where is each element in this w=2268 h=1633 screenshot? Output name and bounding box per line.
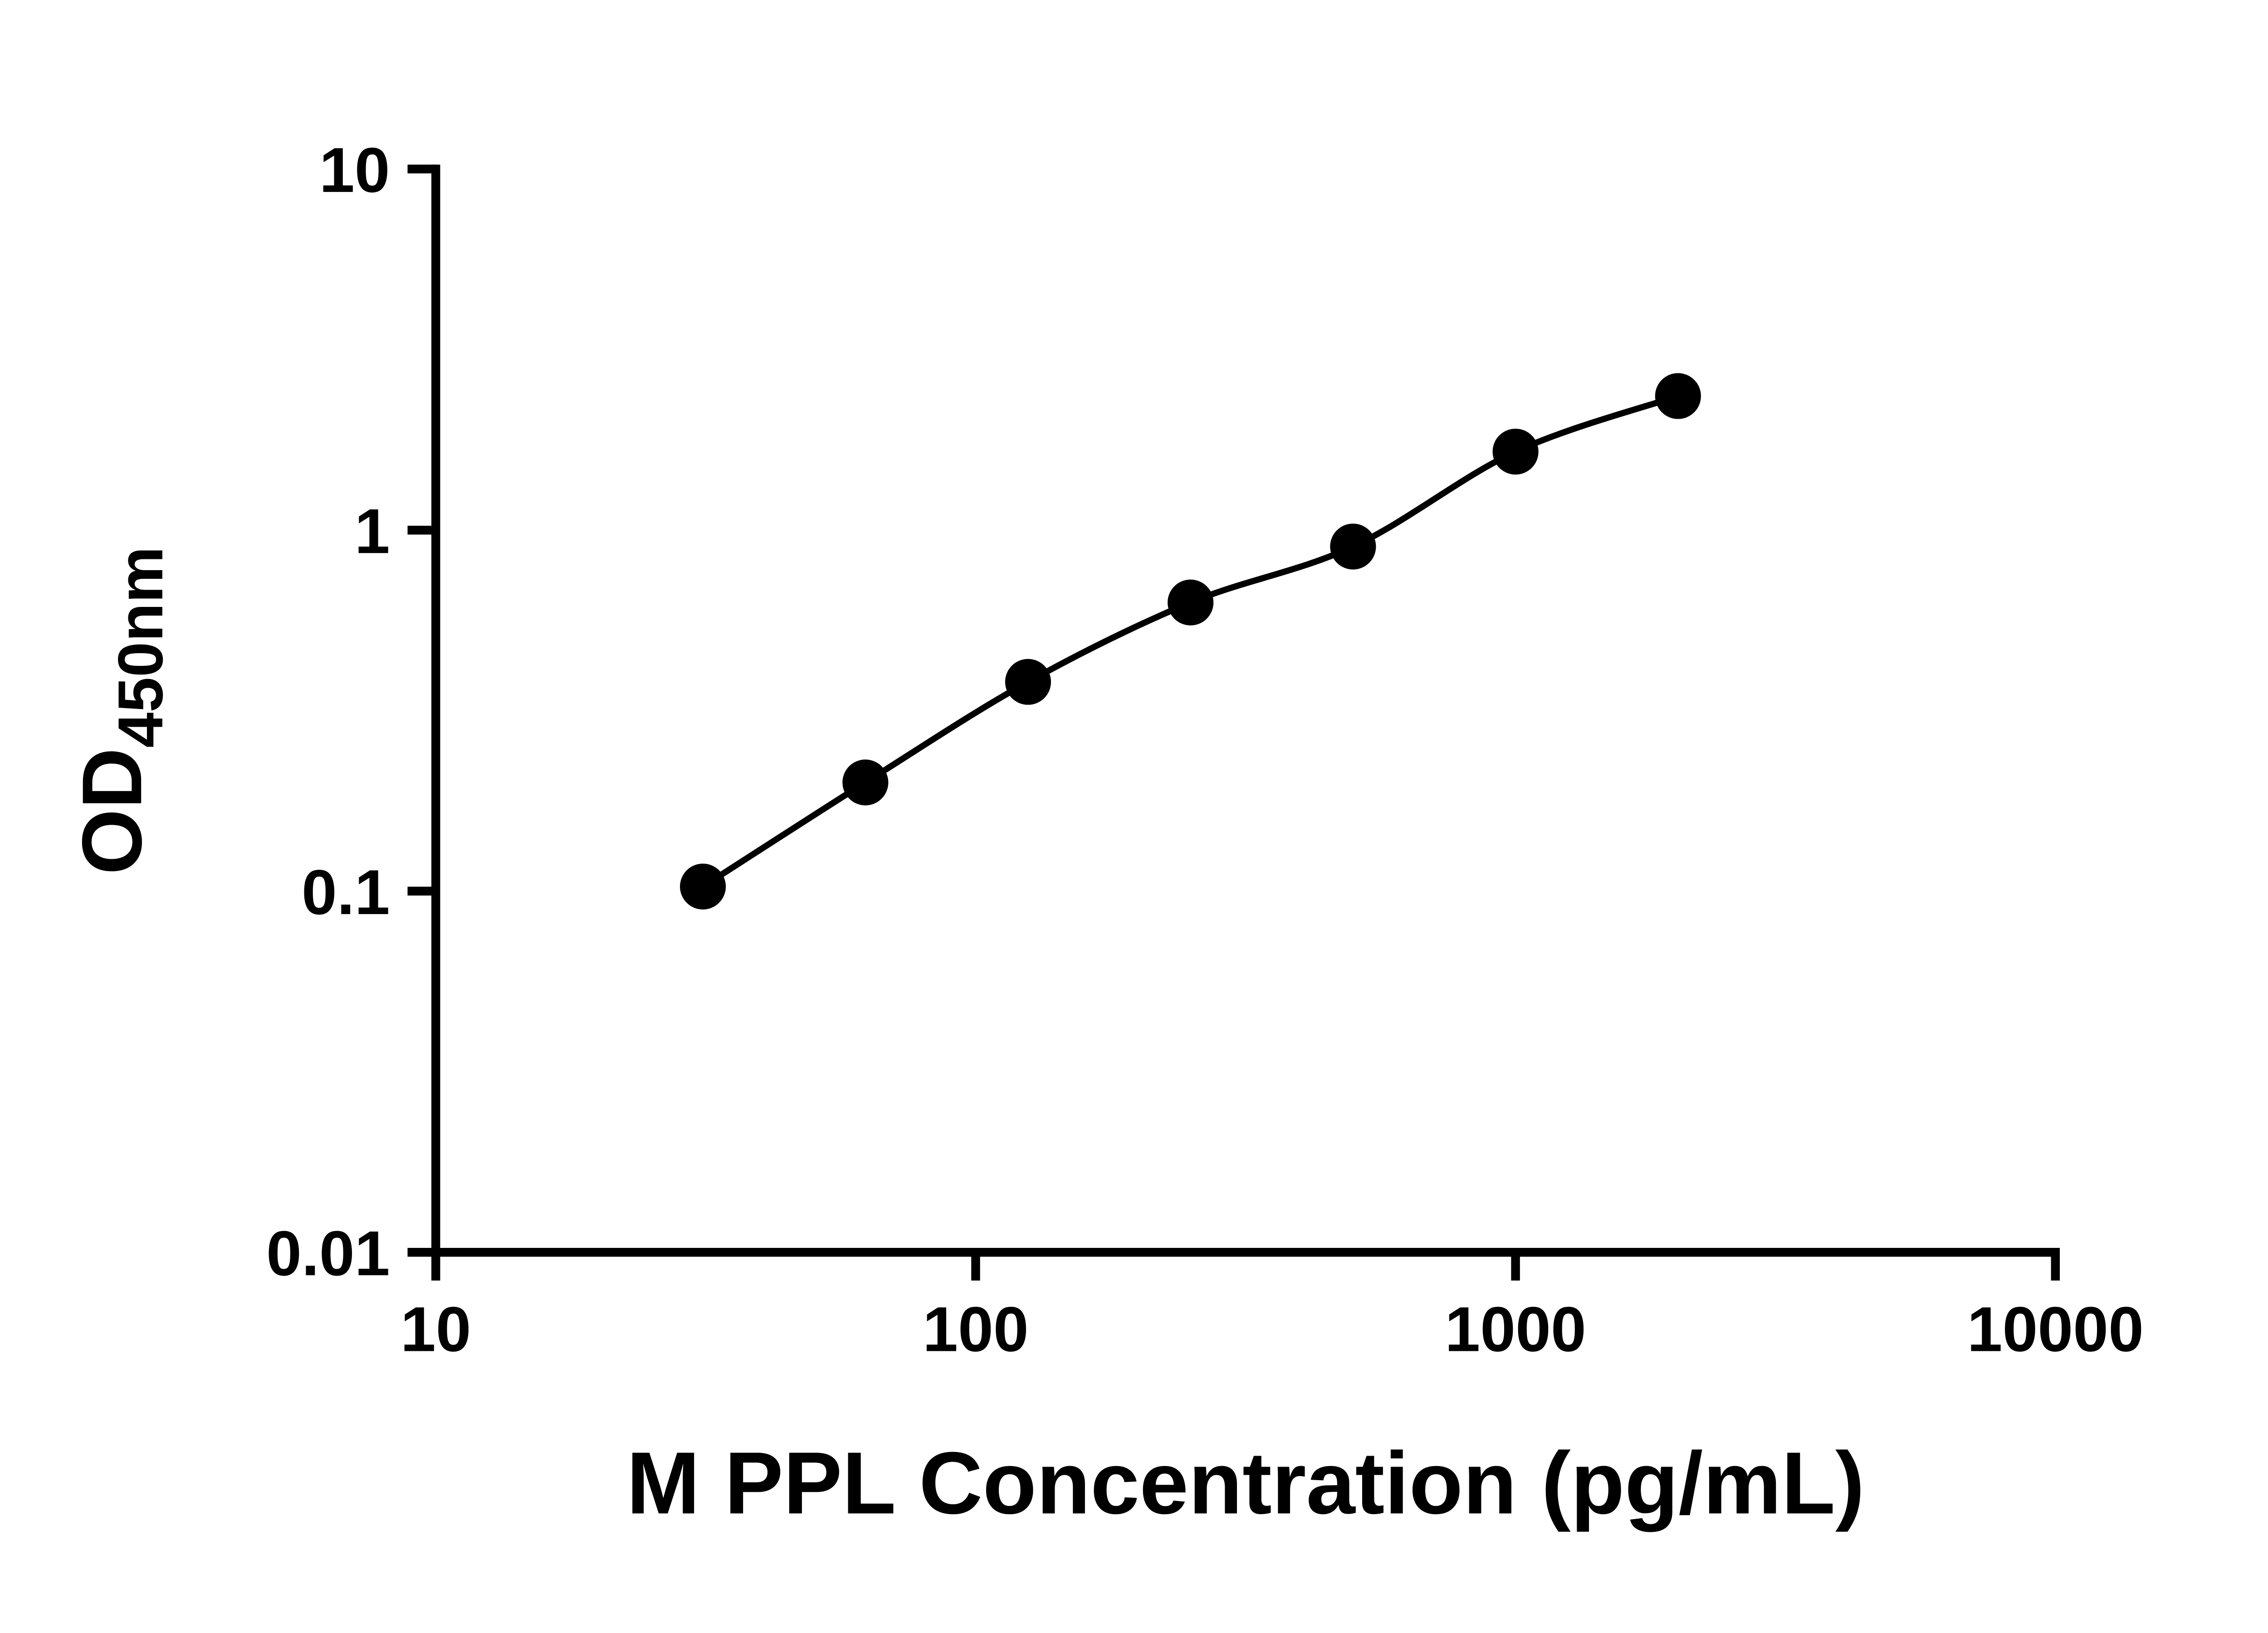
y-axis-title-main: OD xyxy=(64,748,159,875)
y-tick-label: 0.01 xyxy=(266,1217,390,1289)
data-point xyxy=(680,863,726,909)
chart-background xyxy=(0,22,2268,1611)
y-tick-label: 10 xyxy=(319,134,390,205)
y-axis-title: OD450nm xyxy=(64,547,176,875)
data-point xyxy=(1005,659,1051,705)
x-tick-label: 100 xyxy=(923,1294,1029,1365)
y-tick-label: 0.1 xyxy=(302,856,390,928)
data-point xyxy=(842,759,889,806)
data-point xyxy=(1492,429,1539,475)
data-point xyxy=(1330,523,1376,570)
tick-labels: 10 100 1000 10000 0.01 0.1 1 10 xyxy=(266,134,2144,1364)
axes xyxy=(431,164,2060,1257)
y-axis-title-subscript: 450nm xyxy=(105,547,176,748)
tick-marks xyxy=(407,164,2060,1281)
data-point xyxy=(1655,373,1701,419)
data-point xyxy=(1168,579,1214,626)
x-tick-label: 10000 xyxy=(1967,1294,2144,1365)
x-tick-label: 1000 xyxy=(1445,1294,1586,1365)
y-tick-label: 1 xyxy=(355,495,390,567)
x-axis-title: M PPL Concentration (pg/mL) xyxy=(626,1434,1865,1532)
data-points xyxy=(680,373,1701,909)
x-tick-label: 10 xyxy=(401,1294,471,1365)
